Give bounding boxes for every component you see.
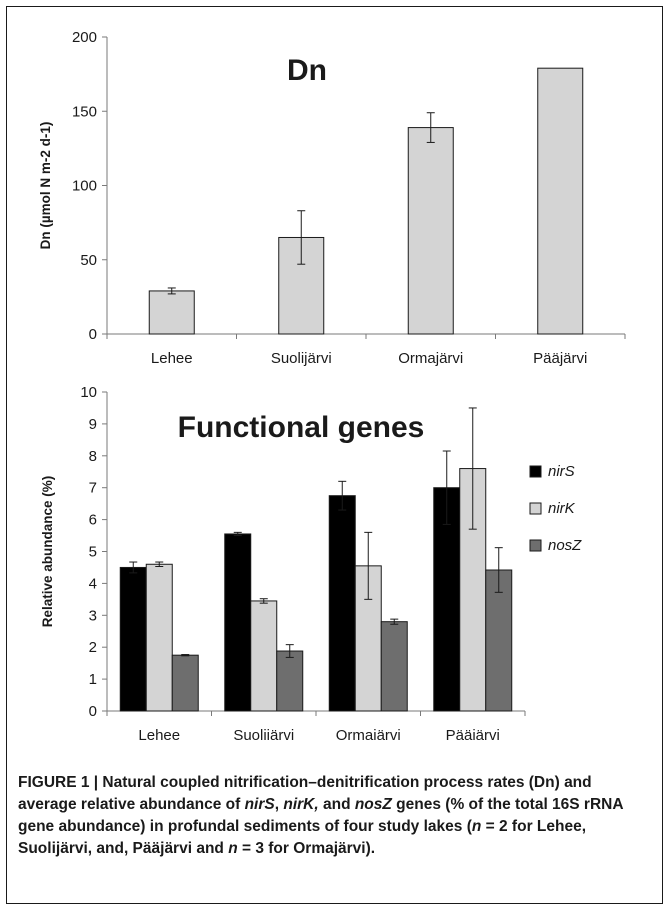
error-bar-nirs-p-j-rvi	[442, 450, 451, 525]
y-tick-label: 6	[89, 512, 97, 529]
bar-nirs-lehee	[119, 566, 147, 712]
y-tick-label: 100	[72, 178, 97, 195]
x-category-label: Pääjärvi	[446, 727, 500, 740]
error-bar-nosz-suolij-rvi	[285, 644, 294, 658]
legend-label-nosz: nosZ	[548, 537, 582, 554]
error-bar-nosz-ormaj-rvi	[390, 618, 399, 625]
caption-segment: nirS	[244, 796, 275, 813]
y-tick-label: 1	[89, 671, 97, 688]
bar-nosz-suolij-rvi	[276, 650, 304, 712]
legend-label-nirk: nirK	[548, 500, 576, 517]
x-category-label: Suolijärvi	[271, 350, 332, 367]
bar-dn-lehee	[148, 290, 195, 335]
error-bar-nirk-lehee	[155, 561, 164, 567]
bar-nirs-ormaj-rvi	[328, 495, 356, 712]
y-tick-label: 10	[80, 384, 97, 401]
error-bar-dn-suolij-rvi	[297, 210, 306, 265]
x-category-label: Pääjärvi	[533, 350, 587, 367]
figure-frame	[6, 6, 663, 904]
error-bar-nosz-p-j-rvi	[494, 547, 503, 593]
y-tick-label: 7	[89, 480, 97, 497]
y-axis-title: Relative abundance (%)	[40, 476, 55, 628]
y-tick-label: 8	[89, 448, 97, 465]
caption-segment: = 2 for Lehee, Suolijärvi, and, Pääjärvi…	[18, 818, 587, 857]
chart-title: Functional genes	[178, 411, 425, 444]
y-tick-label: 200	[72, 29, 97, 46]
y-tick-label: 50	[80, 252, 97, 269]
caption-segment: nosZ	[354, 796, 392, 813]
legend-swatch-nosz	[529, 539, 542, 552]
chart-title: Dn	[287, 54, 327, 87]
x-category-label: Ormajärvi	[398, 350, 463, 367]
error-bar-nirk-suolij-rvi	[259, 598, 268, 604]
y-tick-label: 5	[89, 544, 97, 561]
error-bar-nirs-ormaj-rvi	[338, 480, 347, 511]
caption-segment: and	[318, 796, 355, 813]
caption-segment: FIGURE 1 | Natural coupled nitrification…	[18, 774, 592, 813]
caption-segment: nirK,	[283, 796, 319, 813]
caption-segment: n	[471, 818, 482, 835]
x-category-label: Lehee	[151, 350, 193, 367]
bar-nosz-ormaj-rvi	[380, 621, 408, 712]
error-bar-nosz-lehee	[181, 654, 190, 657]
legend-swatch-nirs	[529, 465, 542, 478]
caption-segment: ,	[274, 796, 284, 813]
dn-chart: 0 50 100 150 200 Lehee Suolijärvi Ormajärvi Pääj…	[38, 29, 626, 367]
legend-label-nirs: nirS	[548, 463, 575, 480]
y-tick-label: 2	[89, 639, 97, 656]
bar-nosz-p-j-rvi	[485, 569, 513, 712]
error-bar-nirs-suolij-rvi	[233, 531, 242, 537]
bar-nirk-suolij-rvi	[250, 600, 278, 712]
bar-nirk-lehee	[145, 563, 173, 712]
y-axis-title: Dn (µmol N m-2 d-1)	[38, 122, 53, 250]
y-tick-label: 150	[72, 103, 97, 120]
x-category-label: Suolijärvi	[233, 727, 294, 740]
error-bar-nirs-lehee	[129, 561, 138, 574]
y-tick-label: 3	[89, 607, 97, 624]
caption-segment: genes (% of the total 16S rRNA gene abun…	[18, 796, 623, 835]
y-tick-label: 0	[89, 326, 97, 343]
bar-dn-p-j-rvi	[537, 67, 584, 335]
error-bar-dn-lehee	[167, 287, 176, 295]
x-category-label: Lehee	[138, 727, 180, 740]
error-bar-nirk-ormaj-rvi	[364, 531, 373, 600]
functional-genes-chart: 0 1 2 3 4 5 6 7 8 9 10 Lehee Suolijärvi Ormajärvi Pääj…	[40, 384, 582, 740]
caption-segment: = 3 for Ormajärvi).	[237, 840, 376, 857]
bar-dn-ormaj-rvi	[407, 127, 454, 335]
error-bar-nirk-p-j-rvi	[468, 407, 477, 530]
error-bar-dn-ormaj-rvi	[426, 112, 435, 143]
y-tick-label: 9	[89, 416, 97, 433]
bar-nosz-lehee	[171, 654, 199, 712]
figure-caption: FIGURE 1 | Natural coupled nitrification…	[18, 772, 653, 860]
bar-nirs-suolij-rvi	[224, 533, 252, 712]
legend-swatch-nirk	[529, 502, 542, 515]
caption-segment: n	[228, 840, 238, 857]
y-tick-label: 4	[89, 575, 97, 592]
y-tick-label: 0	[89, 703, 97, 720]
x-category-label: Ormajärvi	[336, 727, 401, 740]
